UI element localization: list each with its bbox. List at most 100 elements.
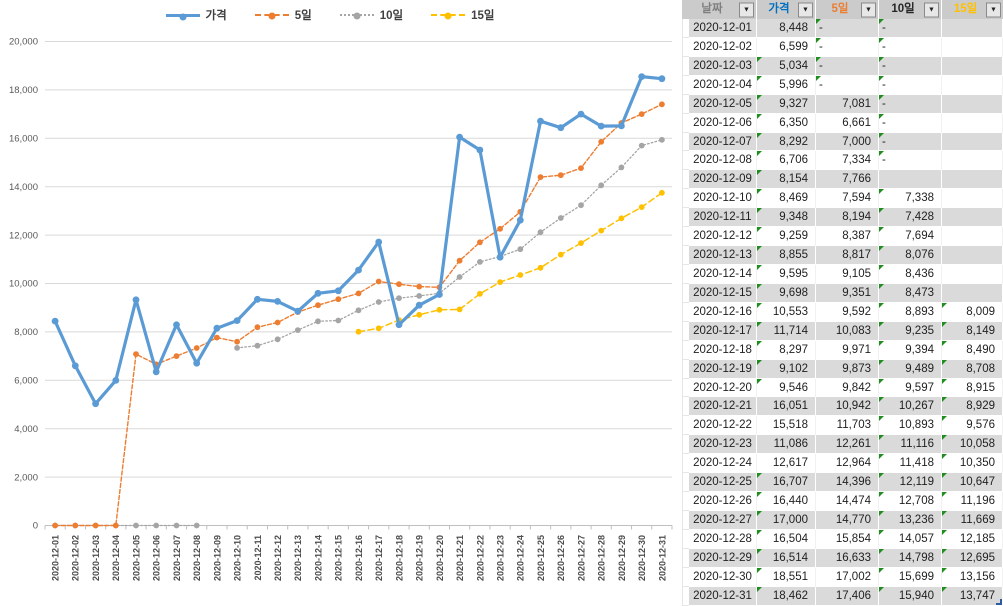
cell-d10[interactable]: - bbox=[879, 151, 942, 171]
cell-d15[interactable]: 12,185 bbox=[942, 529, 1003, 549]
cell-price[interactable]: 8,855 bbox=[757, 246, 816, 265]
cell-d15[interactable]: 8,149 bbox=[942, 321, 1003, 341]
cell-d10[interactable]: 15,699 bbox=[879, 567, 942, 587]
cell-d15[interactable]: 8,929 bbox=[942, 397, 1003, 417]
cell-d5[interactable]: 9,873 bbox=[816, 359, 879, 379]
cell-d15[interactable] bbox=[942, 189, 1003, 209]
cell-d10[interactable]: 7,338 bbox=[879, 189, 942, 209]
cell-d10[interactable]: - bbox=[879, 19, 942, 38]
cell-d10[interactable]: 9,394 bbox=[879, 340, 942, 360]
cell-price[interactable]: 16,051 bbox=[757, 397, 816, 417]
cell-date[interactable]: 2020-12-01 bbox=[689, 19, 757, 38]
cell-date[interactable]: 2020-12-16 bbox=[689, 302, 757, 322]
cell-d5[interactable]: 9,105 bbox=[816, 264, 879, 284]
filter-dropdown-button[interactable]: ▼ bbox=[924, 2, 939, 17]
cell-price[interactable]: 15,518 bbox=[757, 416, 816, 436]
cell-d5[interactable]: - bbox=[816, 37, 879, 57]
cell-d15[interactable] bbox=[942, 246, 1003, 265]
cell-d10[interactable]: 9,235 bbox=[879, 321, 942, 341]
cell-date[interactable]: 2020-12-30 bbox=[689, 567, 757, 587]
cell-d10[interactable]: 7,694 bbox=[879, 227, 942, 247]
cell-price[interactable]: 16,707 bbox=[757, 473, 816, 493]
cell-d10[interactable]: - bbox=[879, 75, 942, 95]
filter-dropdown-button[interactable]: ▼ bbox=[739, 2, 754, 17]
cell-price[interactable]: 8,448 bbox=[757, 19, 816, 38]
cell-d15[interactable]: 8,708 bbox=[942, 359, 1003, 379]
cell-d15[interactable]: 11,196 bbox=[942, 492, 1003, 511]
cell-price[interactable]: 5,034 bbox=[757, 56, 816, 76]
cell-d10[interactable]: - bbox=[879, 94, 942, 114]
cell-d15[interactable]: 9,576 bbox=[942, 416, 1003, 436]
cell-d5[interactable]: 14,396 bbox=[816, 473, 879, 493]
cell-price[interactable]: 9,348 bbox=[757, 208, 816, 228]
cell-price[interactable]: 6,706 bbox=[757, 151, 816, 171]
cell-d15[interactable] bbox=[942, 170, 1003, 190]
column-header-15일[interactable]: 15일 ▼ bbox=[942, 0, 1003, 19]
cell-d5[interactable]: 14,474 bbox=[816, 492, 879, 511]
cell-d5[interactable]: 6,661 bbox=[816, 113, 879, 133]
cell-d10[interactable]: 9,597 bbox=[879, 378, 942, 398]
chart-plot-area[interactable]: 0 2,000 4,000 6,000 8,000 10,000 12,000 14,000 1… bbox=[0, 0, 682, 606]
filter-dropdown-button[interactable]: ▼ bbox=[986, 2, 1001, 17]
cell-d5[interactable]: 10,942 bbox=[816, 397, 879, 417]
cell-d10[interactable]: 12,119 bbox=[879, 473, 942, 493]
cell-d15[interactable]: 8,490 bbox=[942, 340, 1003, 360]
cell-date[interactable]: 2020-12-31 bbox=[689, 586, 757, 606]
cell-d5[interactable]: 7,081 bbox=[816, 94, 879, 114]
cell-date[interactable]: 2020-12-25 bbox=[689, 473, 757, 493]
column-header-날짜[interactable]: 날짜 ▼ bbox=[682, 0, 757, 19]
column-header-가격[interactable]: 가격 ▼ bbox=[757, 0, 816, 19]
cell-price[interactable]: 5,996 bbox=[757, 75, 816, 95]
cell-date[interactable]: 2020-12-11 bbox=[689, 208, 757, 228]
cell-date[interactable]: 2020-12-29 bbox=[689, 548, 757, 568]
cell-price[interactable]: 8,297 bbox=[757, 340, 816, 360]
cell-date[interactable]: 2020-12-03 bbox=[689, 56, 757, 76]
cell-d5[interactable]: 9,971 bbox=[816, 340, 879, 360]
cell-d15[interactable] bbox=[942, 113, 1003, 133]
cell-price[interactable]: 12,617 bbox=[757, 454, 816, 474]
stock-chart[interactable]: 가격 5일 10일 15일 0 2,000 4,000 6,000 8,000 10,000 12… bbox=[0, 0, 682, 606]
series-15일[interactable] bbox=[355, 189, 665, 335]
table-resize-handle[interactable] bbox=[996, 599, 1002, 605]
cell-d15[interactable]: 12,695 bbox=[942, 548, 1003, 568]
cell-date[interactable]: 2020-12-24 bbox=[689, 454, 757, 474]
cell-d10[interactable] bbox=[879, 170, 942, 190]
cell-d10[interactable]: 8,076 bbox=[879, 246, 942, 265]
cell-date[interactable]: 2020-12-15 bbox=[689, 283, 757, 303]
cell-date[interactable]: 2020-12-07 bbox=[689, 132, 757, 152]
cell-d15[interactable]: 10,058 bbox=[942, 435, 1003, 455]
cell-d15[interactable]: 11,669 bbox=[942, 510, 1003, 530]
cell-d15[interactable] bbox=[942, 94, 1003, 114]
series-10일[interactable] bbox=[52, 136, 665, 529]
cell-d5[interactable]: 17,002 bbox=[816, 567, 879, 587]
cell-d10[interactable]: 12,708 bbox=[879, 492, 942, 511]
cell-d5[interactable]: 11,703 bbox=[816, 416, 879, 436]
cell-d5[interactable]: 7,594 bbox=[816, 189, 879, 209]
cell-date[interactable]: 2020-12-27 bbox=[689, 510, 757, 530]
cell-price[interactable]: 9,698 bbox=[757, 283, 816, 303]
cell-date[interactable]: 2020-12-09 bbox=[689, 170, 757, 190]
cell-d10[interactable]: 9,489 bbox=[879, 359, 942, 379]
filter-dropdown-button[interactable]: ▼ bbox=[798, 2, 813, 17]
column-header-10일[interactable]: 10일 ▼ bbox=[879, 0, 942, 19]
cell-d5[interactable]: 17,406 bbox=[816, 586, 879, 606]
cell-d15[interactable] bbox=[942, 283, 1003, 303]
cell-d5[interactable]: 9,592 bbox=[816, 302, 879, 322]
cell-price[interactable]: 18,551 bbox=[757, 567, 816, 587]
cell-d10[interactable]: 8,436 bbox=[879, 264, 942, 284]
cell-d15[interactable] bbox=[942, 75, 1003, 95]
cell-d15[interactable] bbox=[942, 56, 1003, 76]
cell-price[interactable]: 11,086 bbox=[757, 435, 816, 455]
cell-date[interactable]: 2020-12-14 bbox=[689, 264, 757, 284]
cell-d5[interactable]: - bbox=[816, 56, 879, 76]
cell-price[interactable]: 8,292 bbox=[757, 132, 816, 152]
cell-d15[interactable] bbox=[942, 151, 1003, 171]
cell-price[interactable]: 9,102 bbox=[757, 359, 816, 379]
cell-d10[interactable]: 7,428 bbox=[879, 208, 942, 228]
cell-d10[interactable]: 8,473 bbox=[879, 283, 942, 303]
cell-d10[interactable]: 11,418 bbox=[879, 454, 942, 474]
column-header-5일[interactable]: 5일 ▼ bbox=[816, 0, 879, 19]
cell-date[interactable]: 2020-12-20 bbox=[689, 378, 757, 398]
cell-d15[interactable] bbox=[942, 227, 1003, 247]
cell-d15[interactable] bbox=[942, 37, 1003, 57]
